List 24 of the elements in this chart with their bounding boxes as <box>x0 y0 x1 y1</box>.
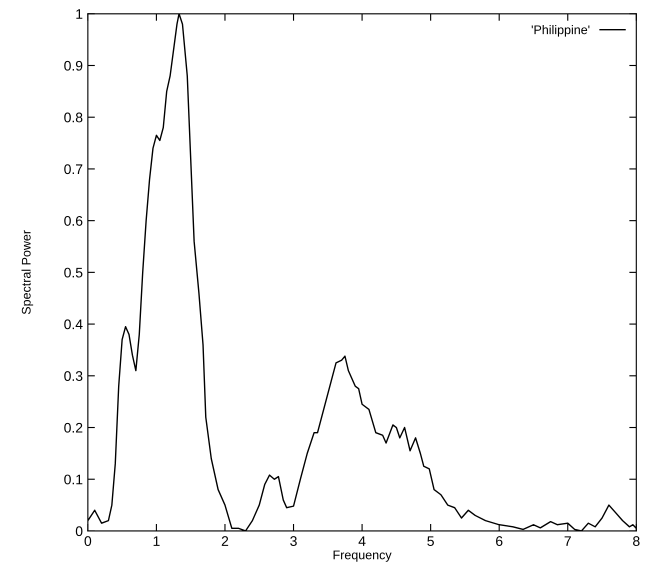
y-tick-label: 0.9 <box>64 60 82 71</box>
line-series <box>88 14 636 531</box>
y-tick-label: 0.7 <box>64 164 82 174</box>
y-tick-label: 0 <box>76 526 82 536</box>
x-tick-label: 4 <box>358 536 366 546</box>
x-tick-label: 3 <box>290 536 297 546</box>
y-tick-label: 0.6 <box>64 216 82 226</box>
x-tick-label: 1 <box>154 536 160 546</box>
legend-label: 'Philippine' <box>532 25 590 37</box>
y-tick-label: 0.8 <box>64 112 82 122</box>
y-tick-label: 0.2 <box>64 422 82 433</box>
x-tick-label: 8 <box>633 536 640 546</box>
x-axis-title: Frequency <box>334 550 392 562</box>
y-tick-label: 0.3 <box>64 371 82 381</box>
x-tick-label: 7 <box>564 536 571 546</box>
y-axis-title: Spectral Power <box>21 230 34 314</box>
x-tick-label: 0 <box>84 536 92 546</box>
y-tick-label: 0.4 <box>64 319 83 330</box>
y-tick-label: 1 <box>76 9 82 19</box>
x-tick-label: 5 <box>427 536 434 546</box>
x-tick-label: 2 <box>222 536 228 546</box>
x-tick-label: 6 <box>496 536 502 546</box>
y-tick-label: 0.1 <box>64 474 82 484</box>
y-tick-label: 0.5 <box>64 268 82 278</box>
